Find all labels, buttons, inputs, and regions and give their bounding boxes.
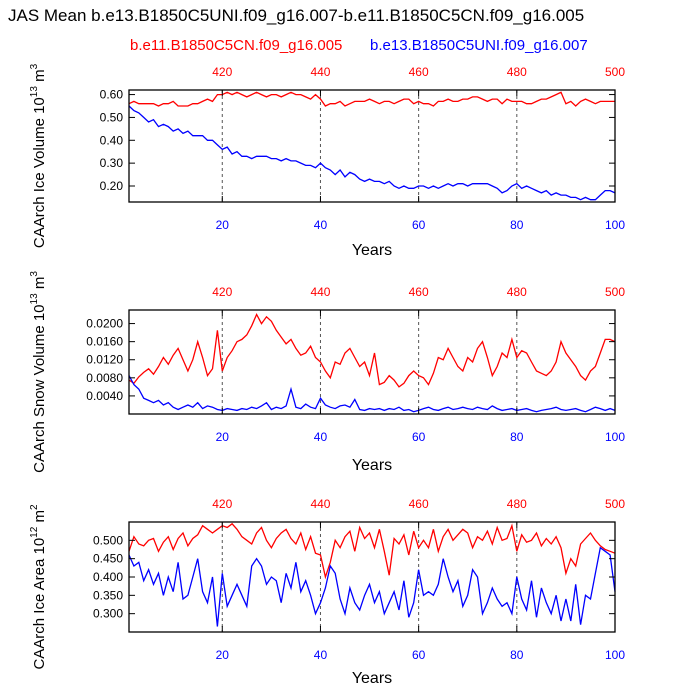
- x-tick-label-top: 420: [212, 285, 232, 299]
- series-line-blue: [128, 546, 616, 627]
- x-tick-label-top: 500: [605, 65, 625, 79]
- y-axis-label-superscript: 13: [29, 293, 40, 305]
- chart-panel-1: 0.20 0.30 0.40 0.50 0.60 20 420 40 440 60 460 80 480…: [29, 63, 625, 259]
- series-line-red: [128, 313, 616, 388]
- legend-blue-label: b.e13.B1850C5UNI.f09_g16.007: [370, 37, 588, 54]
- y-tick-label: 0.40: [100, 133, 124, 147]
- y-tick-label: 0.400: [93, 570, 123, 584]
- x-tick-label-bottom: 100: [605, 648, 625, 662]
- y-axis-label-superscript: 12: [29, 526, 40, 538]
- y-axis-label-text: m: [31, 510, 48, 527]
- y-axis-label-superscript: 3: [29, 63, 40, 69]
- x-tick-label-top: 440: [310, 65, 330, 79]
- x-tick-label-bottom: 40: [314, 648, 328, 662]
- y-axis-label-text: CAArch Ice Volume 10: [31, 97, 48, 248]
- y-axis-label: CAArch Ice Area 1012 m2: [29, 504, 48, 670]
- y-tick-label: 0.350: [93, 588, 123, 602]
- y-tick-label: 0.0080: [86, 371, 123, 385]
- y-tick-label: 0.0160: [86, 335, 123, 349]
- x-tick-label-bottom: 100: [605, 430, 625, 444]
- y-tick-label: 0.50: [100, 110, 124, 124]
- x-tick-label-bottom: 20: [216, 648, 230, 662]
- x-tick-label-bottom: 60: [412, 218, 426, 232]
- x-tick-label-bottom: 100: [605, 218, 625, 232]
- y-tick-label: 0.20: [100, 179, 124, 193]
- chart-panel-2: 0.0040 0.0080 0.0120 0.0160 0.0200 20 420 40 440…: [29, 271, 625, 474]
- x-tick-label-bottom: 60: [412, 430, 426, 444]
- x-tick-label-top: 480: [507, 65, 527, 79]
- y-tick-label: 0.0040: [86, 389, 123, 403]
- x-tick-label-bottom: 20: [216, 430, 230, 444]
- x-tick-label-bottom: 80: [510, 648, 524, 662]
- y-tick-label: 0.300: [93, 607, 123, 621]
- y-axis-label-text: m: [31, 69, 48, 86]
- plot-frame: [128, 309, 616, 415]
- legend-red-label: b.e11.B1850C5CN.f09_g16.005: [130, 37, 343, 54]
- x-axis-label: Years: [352, 670, 392, 685]
- x-tick-label-top: 420: [212, 65, 232, 79]
- x-tick-label-top: 440: [310, 285, 330, 299]
- plot-frame: [128, 89, 616, 203]
- x-tick-label-top: 440: [310, 497, 330, 511]
- x-tick-label-bottom: 60: [412, 648, 426, 662]
- y-tick-label: 0.0200: [86, 317, 123, 331]
- y-tick-label: 0.450: [93, 552, 123, 566]
- x-tick-label-top: 460: [409, 65, 429, 79]
- y-tick-label: 0.500: [93, 533, 123, 547]
- x-tick-label-bottom: 20: [216, 218, 230, 232]
- x-axis-label: Years: [352, 242, 392, 259]
- y-tick-label: 0.0120: [86, 353, 123, 367]
- series-line-red: [128, 91, 615, 107]
- series-line-blue: [128, 375, 616, 413]
- x-tick-label-bottom: 80: [510, 218, 524, 232]
- x-axis-label: Years: [352, 457, 392, 474]
- x-tick-label-top: 500: [605, 497, 625, 511]
- x-tick-label-top: 460: [409, 497, 429, 511]
- x-tick-label-bottom: 80: [510, 430, 524, 444]
- series-line-red: [128, 522, 616, 580]
- y-tick-label: 0.60: [100, 88, 124, 102]
- y-axis-label-text: CAArch Ice Area 10: [31, 538, 48, 670]
- x-tick-label-top: 480: [507, 497, 527, 511]
- y-axis-label-text: m: [31, 277, 48, 294]
- x-tick-label-bottom: 40: [314, 430, 328, 444]
- y-axis-label-superscript: 3: [29, 271, 40, 277]
- y-axis-label-text: CAArch Snow Volume 10: [31, 304, 48, 472]
- x-tick-label-bottom: 40: [314, 218, 328, 232]
- y-tick-label: 0.30: [100, 156, 124, 170]
- y-axis-label: CAArch Ice Volume 1013 m3: [29, 63, 48, 248]
- y-axis-label-superscript: 13: [29, 86, 40, 98]
- figure-title: JAS Mean b.e13.B1850C5UNI.f09_g16.007-b.…: [8, 6, 585, 25]
- x-tick-label-top: 420: [212, 497, 232, 511]
- x-tick-label-top: 500: [605, 285, 625, 299]
- y-axis-label: CAArch Snow Volume 1013 m3: [29, 271, 48, 473]
- y-axis-label-superscript: 2: [29, 504, 40, 510]
- x-tick-label-top: 480: [507, 285, 527, 299]
- series-line-blue: [128, 105, 616, 201]
- x-tick-label-top: 460: [409, 285, 429, 299]
- chart-panel-3: 0.300 0.350 0.400 0.450 0.500 20 420 40 440 60 460…: [29, 497, 625, 685]
